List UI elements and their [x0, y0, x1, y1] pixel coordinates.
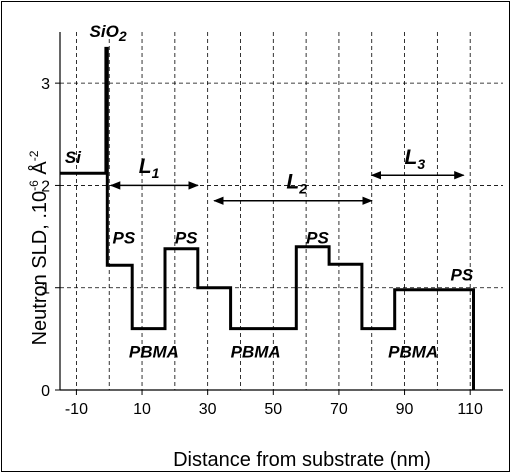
y-axis-label-unit-exp: -2	[27, 150, 41, 161]
x-tick-label: 110	[457, 401, 483, 418]
annotations: Si SiO2 PS PS PS PS PBMA PBMA PBMA	[65, 22, 474, 361]
annotation-pbma2: PBMA	[231, 342, 281, 361]
annotation-pbma3: PBMA	[388, 342, 438, 361]
annotation-sio2: SiO2	[90, 22, 127, 44]
span-label-l3: L3	[405, 146, 426, 172]
annotation-ps1: PS	[113, 229, 136, 248]
sld-profile-line	[60, 46, 475, 390]
y-tick-label: 1	[41, 281, 50, 298]
x-tick-label: 90	[396, 401, 414, 418]
annotation-ps3: PS	[306, 229, 329, 248]
span-label-l2: L2	[286, 170, 307, 196]
y-tick-label: 3	[41, 76, 50, 93]
x-tick-label: 50	[264, 401, 282, 418]
x-tick-label: -10	[65, 401, 88, 418]
annotation-ps2: PS	[175, 229, 198, 248]
x-tick-label: 30	[199, 401, 217, 418]
y-tick-label: 0	[41, 383, 50, 400]
y-axis-label-exp: -6	[27, 180, 41, 191]
axes	[59, 32, 503, 391]
annotation-pbma1: PBMA	[129, 342, 179, 361]
series-layer	[60, 46, 475, 390]
y-axis-label-main: Neutron SLD, .10	[29, 191, 51, 346]
y-axis-label: Neutron SLD, .10-6 Å-2	[27, 150, 51, 345]
x-tick-label: 10	[133, 401, 151, 418]
annotation-ps4: PS	[450, 266, 473, 285]
y-axis-label-unit: Å	[28, 161, 51, 181]
span-label-l1: L1	[139, 155, 160, 181]
x-axis-label: Distance from substrate (nm)	[173, 449, 431, 471]
tick-labels: -10 10 30 50 70 90 110 0 1 2 3	[41, 76, 483, 418]
span-arrows: L1 L2 L3	[109, 146, 465, 205]
x-tick-label: 70	[330, 401, 348, 418]
annotation-si: Si	[65, 148, 82, 167]
y-tick-label: 2	[41, 178, 50, 195]
grid-lines	[60, 32, 503, 390]
